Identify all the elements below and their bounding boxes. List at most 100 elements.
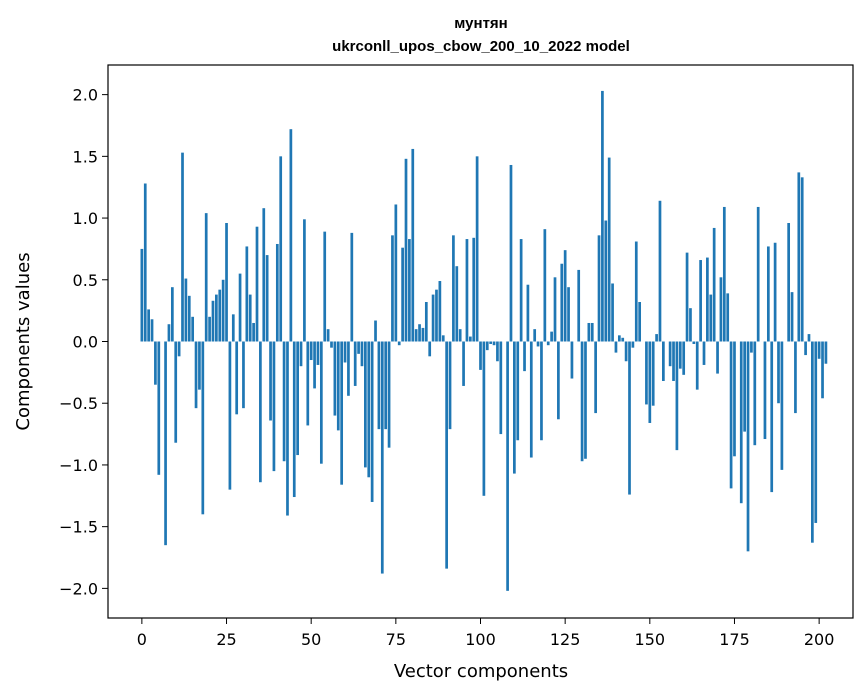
x-tick-label: 175: [719, 630, 750, 649]
bar-0: [140, 248, 144, 342]
bar-100: [479, 341, 482, 370]
bar-122: [553, 277, 557, 342]
bar-49: [306, 341, 310, 426]
bar-127: [570, 341, 574, 379]
bar-140: [614, 341, 618, 353]
bar-7: [164, 341, 167, 546]
y-axis-label: Components values: [13, 252, 34, 430]
bar-124: [560, 263, 564, 342]
bar-71: [380, 341, 384, 574]
bar-17: [198, 341, 201, 390]
bar-139: [611, 283, 614, 342]
x-axis-label: Vector components: [394, 661, 568, 682]
bar-58: [336, 341, 340, 431]
bar-181: [753, 341, 757, 446]
bar-170: [716, 341, 719, 374]
bar-91: [448, 341, 452, 430]
bar-54: [323, 231, 327, 342]
bar-125: [563, 250, 567, 342]
bar-192: [790, 292, 794, 342]
x-axis-ticks: 0 25 50 75 100 125 150 175 200: [137, 618, 834, 649]
bar-180: [750, 341, 753, 353]
bar-57: [333, 341, 337, 416]
bar-137: [604, 220, 608, 342]
x-tick-label: 125: [550, 630, 581, 649]
bar-56: [330, 341, 333, 348]
bar-164: [695, 341, 699, 390]
bar-130: [580, 341, 584, 462]
plot-frame: [107, 64, 854, 619]
bar-152: [655, 334, 658, 342]
bar-109: [509, 164, 513, 342]
bar-27: [231, 314, 235, 342]
y-tick-label: 1.0: [73, 209, 98, 228]
bar-201: [821, 341, 824, 399]
bar-16: [194, 341, 198, 409]
bar-41: [279, 156, 283, 342]
bar-189: [780, 341, 784, 470]
bar-185: [766, 246, 770, 342]
bar-143: [624, 341, 628, 362]
bar-32: [248, 294, 252, 342]
bar-159: [678, 341, 682, 369]
bar-83: [421, 327, 425, 342]
y-tick-label: 2.0: [73, 86, 98, 105]
y-tick-label: −1.5: [59, 518, 98, 537]
bar-99: [475, 156, 479, 342]
bar-154: [662, 341, 665, 381]
bar-39: [272, 341, 276, 472]
bar-48: [303, 219, 306, 342]
bar-23: [218, 289, 222, 342]
bar-53: [319, 341, 323, 464]
bar-166: [702, 341, 706, 365]
bar-29: [238, 273, 242, 342]
bar-147: [638, 302, 642, 342]
bar-117: [536, 341, 540, 347]
bar-198: [811, 341, 814, 543]
bar-67: [367, 341, 371, 478]
bar-134: [594, 341, 597, 414]
bar-88: [438, 281, 442, 342]
bar-200: [817, 341, 821, 359]
bar-4: [154, 341, 157, 385]
bar-2: [147, 309, 150, 342]
bar-66: [364, 341, 367, 468]
bar-182: [756, 206, 760, 342]
bar-80: [411, 148, 415, 342]
bar-68: [370, 341, 374, 502]
bar-132: [587, 322, 591, 342]
bar-161: [685, 252, 689, 342]
bar-95: [462, 341, 465, 386]
x-tick-label: 0: [137, 630, 147, 649]
bar-118: [540, 341, 543, 441]
y-tick-label: −2.0: [59, 579, 98, 598]
bar-78: [404, 158, 408, 342]
bar-62: [350, 232, 354, 342]
bar-101: [482, 341, 486, 496]
y-tick-label: −1.0: [59, 456, 98, 475]
bar-136: [601, 90, 604, 342]
bar-174: [729, 341, 733, 489]
bar-187: [773, 242, 777, 342]
bar-70: [377, 341, 381, 430]
chart-subtitle: ukrconll_upos_cbow_200_10_2022 model: [332, 38, 630, 55]
bar-202: [824, 341, 828, 364]
bar-138: [607, 157, 611, 342]
bar-169: [712, 227, 716, 342]
bar-59: [340, 341, 344, 485]
y-tick-label: 0.5: [73, 271, 98, 290]
x-tick-label: 150: [635, 630, 666, 649]
bar-104: [492, 341, 496, 346]
bar-11: [177, 341, 181, 357]
bar-46: [296, 341, 299, 456]
bar-131: [584, 341, 587, 459]
bar-150: [648, 341, 652, 423]
bar-105: [496, 341, 499, 362]
bar-28: [235, 341, 239, 415]
bar-3: [150, 319, 154, 342]
bar-18: [201, 341, 205, 515]
bar-141: [617, 335, 621, 342]
bar-85: [428, 341, 432, 357]
bar-110: [513, 341, 516, 474]
bar-25: [225, 223, 228, 342]
